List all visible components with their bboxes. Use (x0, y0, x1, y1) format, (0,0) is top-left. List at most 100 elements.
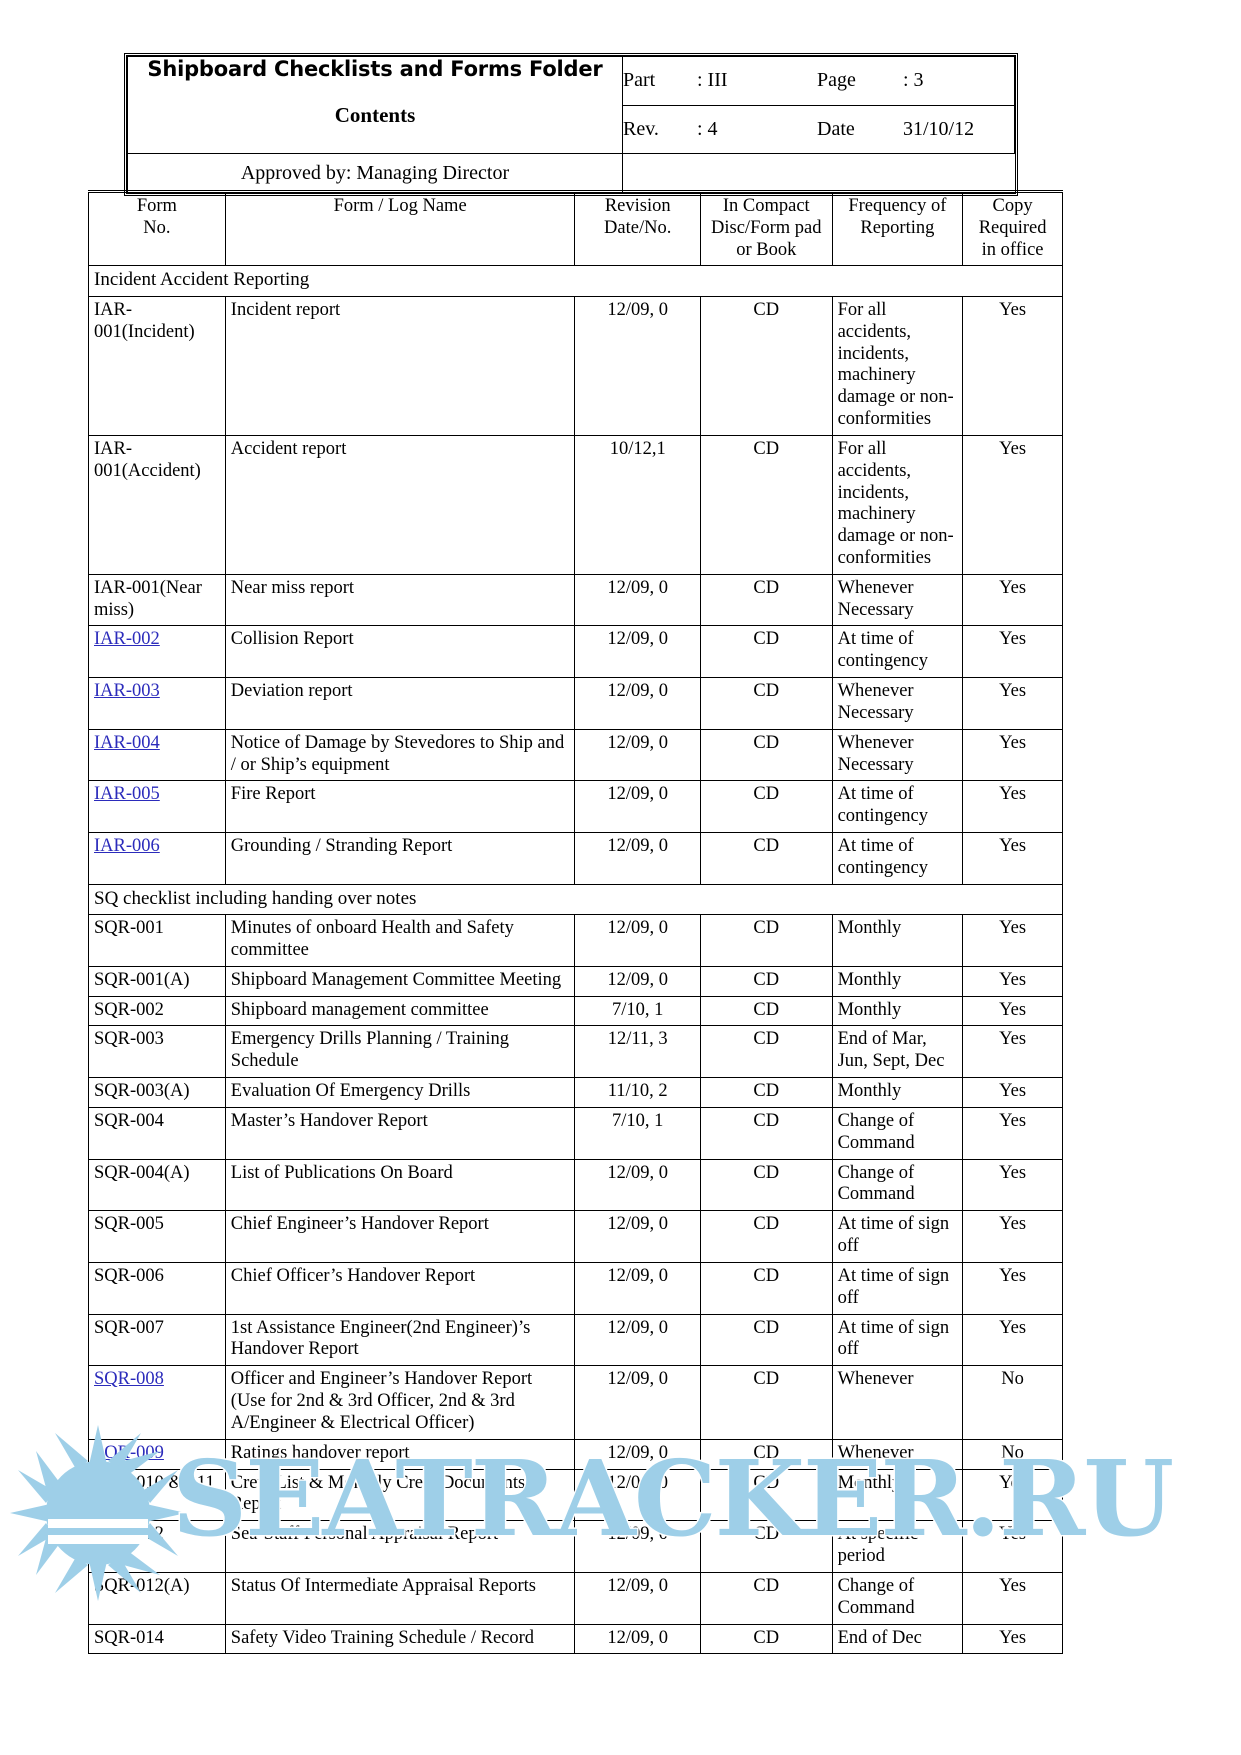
cell-form-log-name: Accident report (224, 434, 576, 575)
cell-form-log-name: Emergency Drills Planning / Training Sch… (224, 1025, 576, 1079)
cell-frequency: Monthly (831, 995, 964, 1027)
cell-form-no[interactable]: IAR-004 (88, 728, 226, 782)
cell-media: CD (699, 1468, 833, 1522)
cell-copy-required: Yes (962, 1158, 1063, 1212)
cell-copy-required: Yes (962, 965, 1063, 997)
form-no-link[interactable]: IAR-002 (94, 629, 160, 650)
cell-form-no: IAR-001(Accident) (88, 434, 226, 575)
column-header-form-log-name-line1: Form / Log Name (333, 196, 467, 216)
cell-revision: 11/10, 2 (574, 1077, 701, 1108)
cell-frequency: Whenever (831, 1438, 964, 1470)
table-row: IAR-001(Near miss) Near miss report 12/09,… (88, 573, 1063, 627)
cell-media: CD (699, 1025, 833, 1079)
column-header-copy-line2: Required (978, 217, 1047, 238)
cell-copy-required: Yes (962, 914, 1063, 967)
cell-frequency: Monthly (831, 1077, 964, 1108)
column-header-form-no: Form No. (88, 189, 226, 267)
cell-revision: 12/09, 0 (574, 1158, 701, 1212)
cell-revision: 12/09, 0 (574, 1365, 701, 1440)
cell-form-no[interactable]: IAR-006 (88, 832, 226, 885)
cell-revision: 12/09, 0 (574, 1468, 701, 1522)
cell-form-no[interactable]: IAR-002 (88, 625, 226, 679)
section-header-row: SQ checklist including handing over note… (88, 883, 1063, 916)
cell-frequency: Whenever Necessary (831, 677, 964, 730)
cell-form-log-name: Crew List & Monthly Crew Documents Repor… (224, 1468, 576, 1522)
cell-form-log-name: Shipboard Management Committee Meeting (224, 965, 576, 997)
header-row-1: Shipboard Checklists and Forms Folder Co… (127, 56, 1015, 154)
cell-media: CD (699, 1520, 833, 1573)
form-no-link[interactable]: IAR-006 (94, 836, 160, 857)
column-header-media: In Compact Disc/Form pad or Book (699, 189, 833, 267)
table-row: SQR-010 & 011 Crew List & Monthly Crew Do… (88, 1468, 1063, 1522)
cell-form-no: SQR-002 (88, 995, 226, 1027)
column-header-frequency: Frequency of Reporting (831, 189, 964, 267)
cell-frequency: Monthly (831, 1468, 964, 1522)
column-header-copy-line1: Copy (992, 196, 1033, 216)
cell-copy-required: Yes (962, 728, 1063, 782)
approved-by: Approved by: Managing Director (127, 153, 623, 193)
page-label: Page (817, 69, 856, 92)
cell-copy-required: Yes (962, 573, 1063, 627)
table-row: SQR-001(A) Shipboard Management Committee… (88, 965, 1063, 997)
form-no-link[interactable]: IAR-004 (94, 732, 160, 753)
cell-media: CD (699, 728, 833, 782)
cell-frequency: End of Mar, Jun, Sept, Dec (831, 1025, 964, 1079)
form-no-link[interactable]: IAR-003 (94, 681, 160, 702)
cell-frequency: For all accidents, incidents, machinery … (831, 434, 964, 575)
form-no-link[interactable]: SQR-008 (94, 1369, 164, 1390)
cell-form-no: SQR-004(A) (88, 1158, 226, 1212)
cell-frequency: End of Dec (831, 1623, 964, 1655)
cell-form-log-name: Near miss report (224, 573, 576, 627)
cell-media: CD (699, 1158, 833, 1212)
table-row: SQR-003 Emergency Drills Planning / Train… (88, 1025, 1063, 1079)
cell-copy-required: Yes (962, 1571, 1063, 1625)
date-label: Date (817, 117, 855, 140)
table-row: SQR-001 Minutes of onboard Health and Saf… (88, 914, 1063, 967)
cell-copy-required: Yes (962, 1520, 1063, 1573)
cell-form-no: SQR-014 (88, 1623, 226, 1655)
form-no-link[interactable]: SQR-009 (94, 1442, 164, 1463)
cell-form-no[interactable]: SQR-009 (88, 1438, 226, 1470)
table-row: SQR-012 Sea-Staff Personal Appraisal Repo… (88, 1520, 1063, 1573)
column-header-copy: Copy Required in office (962, 189, 1063, 267)
cell-frequency: Whenever (831, 1365, 964, 1440)
cell-form-no[interactable]: IAR-005 (88, 780, 226, 834)
form-no-link[interactable]: IAR-005 (94, 784, 160, 805)
table-row: IAR-003 Deviation report 12/09, 0 CD Wheneve… (88, 677, 1063, 730)
header-rev-date-cell: Rev.: 4 Date 31/10/12 (622, 104, 1015, 154)
cell-form-no[interactable]: SQR-008 (88, 1365, 226, 1440)
cell-copy-required: Yes (962, 1261, 1063, 1315)
part-value: : III (697, 69, 728, 92)
cell-form-log-name: Deviation report (224, 677, 576, 730)
cell-copy-required: Yes (962, 1623, 1063, 1655)
cell-revision: 12/09, 0 (574, 1210, 701, 1263)
column-header-revision-line2: Date/No. (604, 217, 672, 238)
cell-frequency: Monthly (831, 914, 964, 967)
cell-revision: 12/09, 0 (574, 573, 701, 627)
cell-frequency: At time of contingency (831, 625, 964, 679)
cell-form-log-name: Ratings handover report (224, 1438, 576, 1470)
cell-form-log-name: Chief Engineer’s Handover Report (224, 1210, 576, 1263)
cell-form-no: SQR-005 (88, 1210, 226, 1263)
cell-revision: 12/09, 0 (574, 914, 701, 967)
cell-media: CD (699, 625, 833, 679)
cell-form-log-name: 1st Assistance Engineer(2nd Engineer)’s … (224, 1313, 576, 1367)
cell-frequency: At time of sign off (831, 1261, 964, 1315)
cell-form-log-name: Chief Officer’s Handover Report (224, 1261, 576, 1315)
cell-frequency: For all accidents, incidents, machinery … (831, 295, 964, 436)
cell-frequency: Monthly (831, 965, 964, 997)
cell-frequency: Whenever Necessary (831, 573, 964, 627)
column-header-form-no-line1: Form (136, 196, 177, 216)
document-subtitle: Contents (334, 103, 416, 127)
cell-form-log-name: Minutes of onboard Health and Safety com… (224, 914, 576, 967)
column-header-copy-line3: in office (981, 239, 1044, 260)
table-row: IAR-005 Fire Report 12/09, 0 CD At time of c… (88, 780, 1063, 834)
cell-revision: 12/09, 0 (574, 1261, 701, 1315)
cell-media: CD (699, 1077, 833, 1108)
cell-revision: 12/09, 0 (574, 1520, 701, 1573)
column-header-media-line1: In Compact (722, 196, 810, 216)
cell-media: CD (699, 1210, 833, 1263)
table-row: IAR-001(Accident) Accident report 10/12,1 C… (88, 434, 1063, 575)
cell-form-no[interactable]: IAR-003 (88, 677, 226, 730)
cell-media: CD (699, 914, 833, 967)
